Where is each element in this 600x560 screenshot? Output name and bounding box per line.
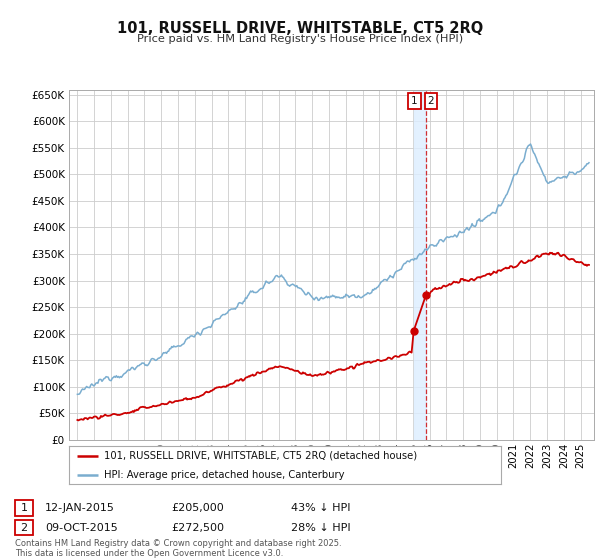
Text: 28% ↓ HPI: 28% ↓ HPI xyxy=(291,522,350,533)
Text: 2: 2 xyxy=(428,96,434,106)
Text: 2: 2 xyxy=(20,522,28,533)
Text: 09-OCT-2015: 09-OCT-2015 xyxy=(45,522,118,533)
Text: 101, RUSSELL DRIVE, WHITSTABLE, CT5 2RQ: 101, RUSSELL DRIVE, WHITSTABLE, CT5 2RQ xyxy=(117,21,483,36)
Text: 1: 1 xyxy=(20,503,28,513)
Bar xyxy=(413,90,426,440)
Text: Price paid vs. HM Land Registry's House Price Index (HPI): Price paid vs. HM Land Registry's House … xyxy=(137,34,463,44)
Text: £272,500: £272,500 xyxy=(171,522,224,533)
Text: 101, RUSSELL DRIVE, WHITSTABLE, CT5 2RQ (detached house): 101, RUSSELL DRIVE, WHITSTABLE, CT5 2RQ … xyxy=(104,451,418,461)
Text: Contains HM Land Registry data © Crown copyright and database right 2025.
This d: Contains HM Land Registry data © Crown c… xyxy=(15,539,341,558)
Text: £205,000: £205,000 xyxy=(171,503,224,513)
Text: HPI: Average price, detached house, Canterbury: HPI: Average price, detached house, Cant… xyxy=(104,470,345,480)
Text: 12-JAN-2015: 12-JAN-2015 xyxy=(45,503,115,513)
Text: 1: 1 xyxy=(411,96,418,106)
Text: 43% ↓ HPI: 43% ↓ HPI xyxy=(291,503,350,513)
